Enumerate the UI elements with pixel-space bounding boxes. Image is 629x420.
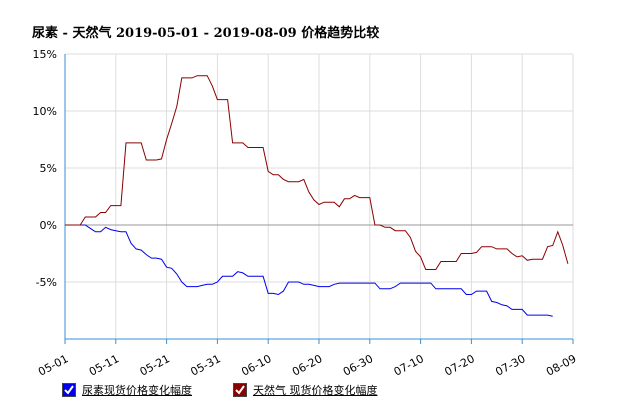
legend-label-gas: 天然气 现货价格变化幅度: [253, 384, 378, 397]
axes: [64, 54, 574, 344]
chart-title: 尿素 - 天然气 2019-05-01 - 2019-08-09 价格趋势比较: [32, 26, 380, 41]
x-tick-label: 05-11: [87, 352, 121, 378]
legend-label-urea: 尿素现货价格变化幅度: [82, 384, 192, 397]
x-tick-label: 05-31: [188, 352, 222, 378]
y-tick-label: 5%: [40, 162, 57, 175]
x-tick-label: 06-30: [341, 352, 375, 378]
x-tick-label: 07-30: [493, 352, 527, 378]
x-tick-label: 08-09: [544, 352, 578, 378]
x-tick-label: 06-20: [290, 352, 324, 378]
grid-lines: [65, 53, 574, 339]
x-tick-label: 05-21: [138, 352, 172, 378]
series-lines: [65, 75, 569, 317]
x-tick-label: 07-10: [392, 352, 426, 378]
checkbox-urea[interactable]: [62, 383, 76, 397]
y-tick-label: 15%: [33, 48, 57, 61]
legend-item-urea[interactable]: 尿素现货价格变化幅度: [62, 382, 192, 398]
tick-labels: 05-01 05-11 05-21 05-31 06-10 06-20 06-30 07-10…: [33, 48, 579, 379]
x-tick-label: 06-10: [239, 352, 273, 378]
y-tick-label: -5%: [36, 276, 57, 289]
legend-item-gas[interactable]: 天然气 现货价格变化幅度: [233, 382, 378, 398]
checkbox-gas[interactable]: [233, 383, 247, 397]
y-tick-label: 0%: [40, 219, 57, 232]
y-tick-label: 10%: [33, 105, 57, 118]
x-tick-label: 05-01: [36, 352, 70, 378]
x-tick-label: 07-20: [442, 352, 476, 378]
series-line-urea: [65, 224, 553, 317]
series-line-gas: [65, 75, 569, 270]
